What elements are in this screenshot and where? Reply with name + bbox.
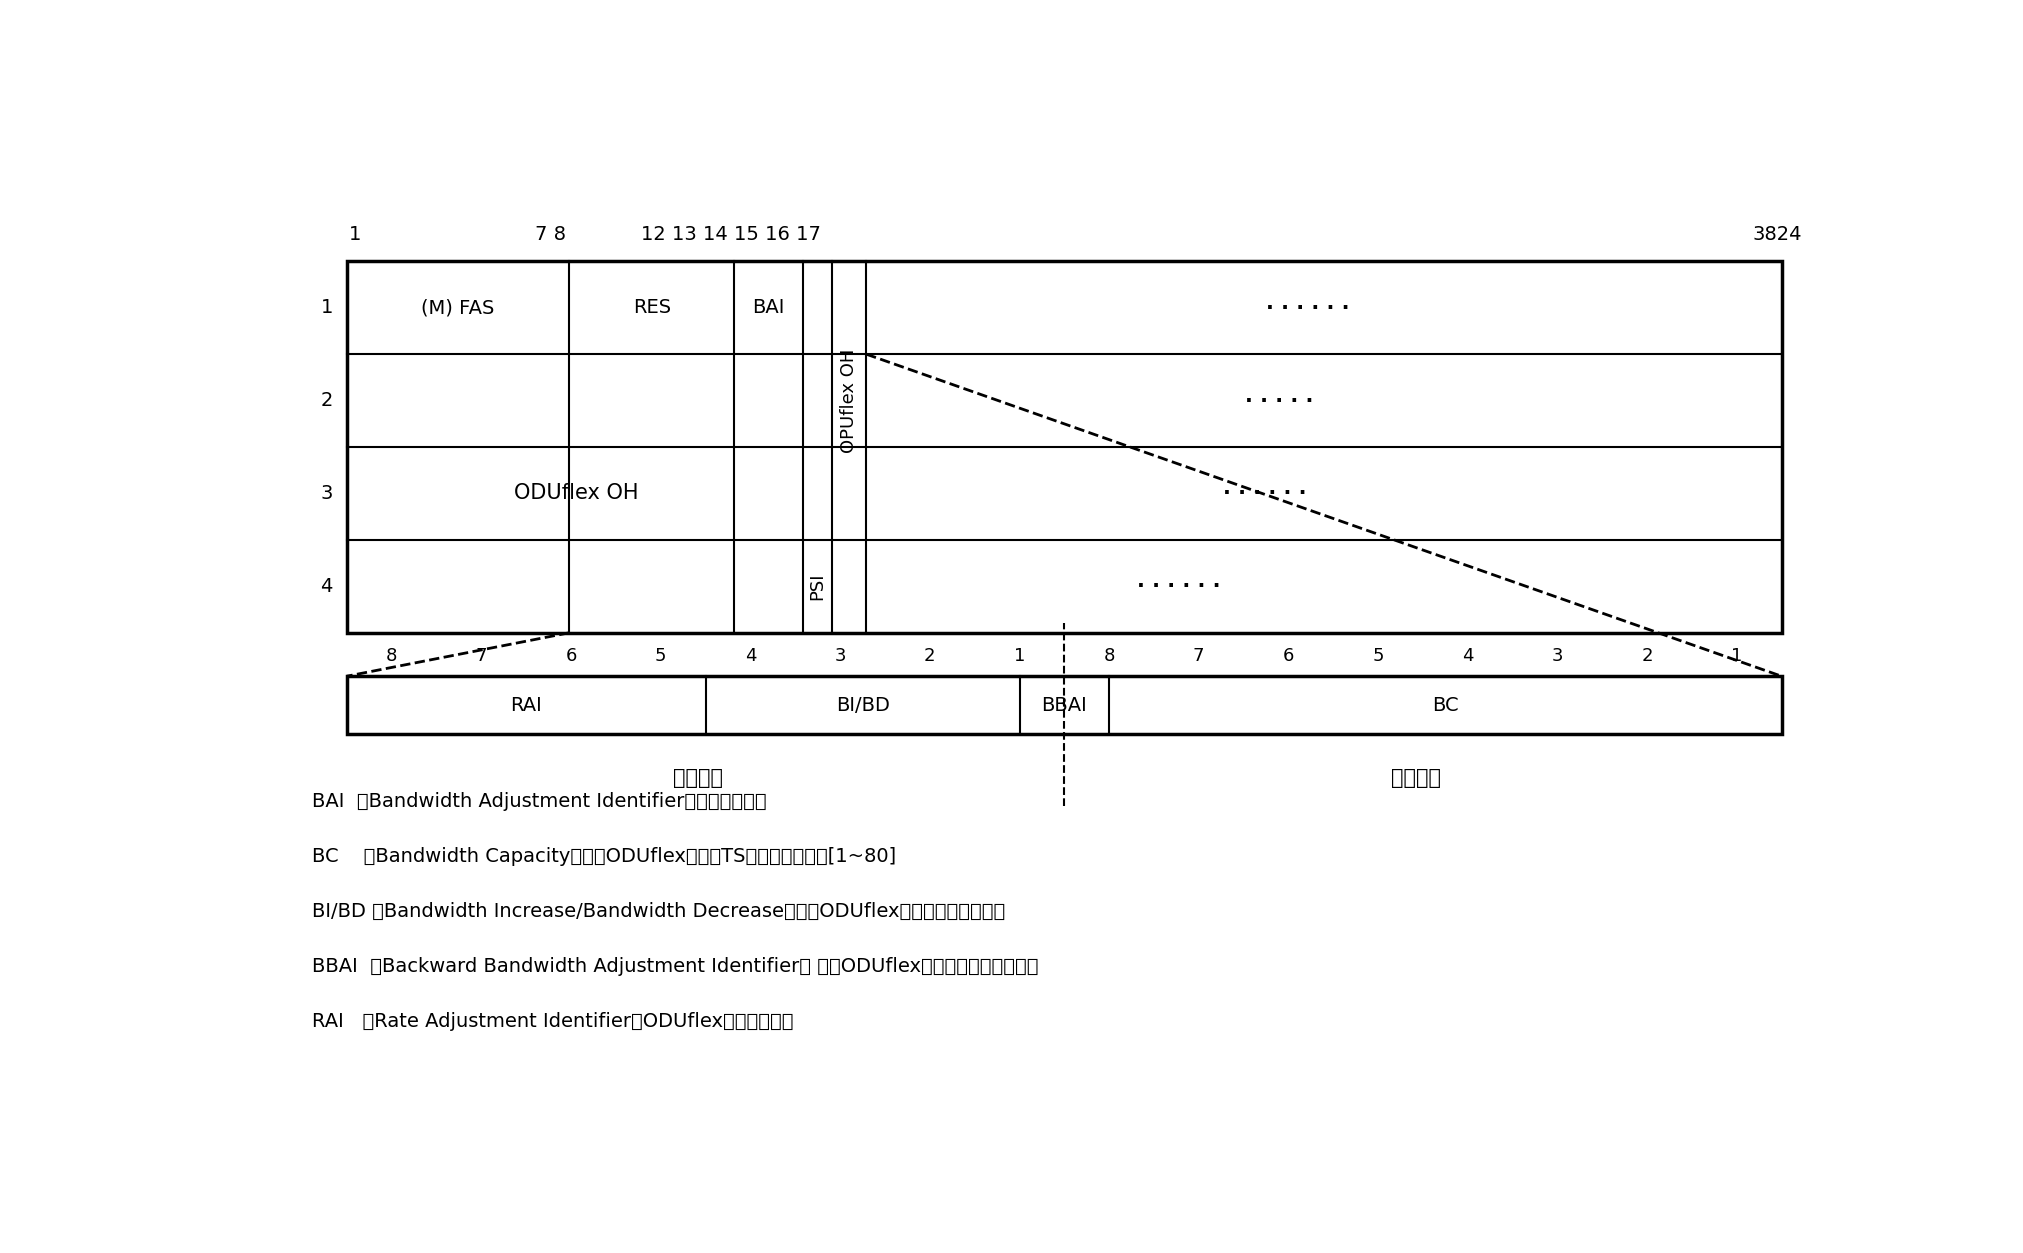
Text: RAI   ：Rate Adjustment Identifier，ODUflex速率调整指示: RAI ：Rate Adjustment Identifier，ODUflex速… [312, 1012, 793, 1031]
Text: 4: 4 [1463, 647, 1473, 664]
Text: · · · · · ·: · · · · · · [1266, 298, 1349, 318]
Text: 4: 4 [320, 576, 332, 596]
Text: 3824: 3824 [1752, 226, 1802, 244]
Text: 7: 7 [1194, 647, 1204, 664]
Text: ODUflex OH: ODUflex OH [514, 484, 639, 504]
Text: 1: 1 [1014, 647, 1026, 664]
Text: 2: 2 [320, 391, 332, 410]
Text: 8: 8 [386, 647, 397, 664]
Text: BBAI  ：Backward Bandwidth Adjustment Identifier， 回传ODUflex通道带宽调整完成指示: BBAI ：Backward Bandwidth Adjustment Iden… [312, 957, 1040, 976]
Text: BC: BC [1432, 695, 1459, 714]
Text: BBAI: BBAI [1042, 695, 1086, 714]
Text: 3: 3 [320, 484, 332, 502]
Text: 7: 7 [475, 647, 488, 664]
Bar [348, 677, 1782, 734]
Text: BI/BD ：Bandwidth Increase/Bandwidth Decrease，指示ODUflex通道带宽增加或减少: BI/BD ：Bandwidth Increase/Bandwidth Decr… [312, 902, 1005, 921]
Text: 3: 3 [833, 647, 846, 664]
Bar [348, 262, 1782, 633]
Text: 2: 2 [1641, 647, 1653, 664]
Text: 7 8: 7 8 [536, 226, 566, 244]
Text: · · · · · ·: · · · · · · [1224, 484, 1307, 504]
Text: BAI: BAI [753, 298, 785, 317]
Text: 2: 2 [925, 647, 935, 664]
Text: OPUflex OH: OPUflex OH [840, 348, 858, 452]
Text: 6: 6 [1283, 647, 1295, 664]
Text: 第一字节: 第一字节 [674, 768, 724, 788]
Text: PSI: PSI [809, 573, 827, 600]
Text: 12 13 14 15 16 17: 12 13 14 15 16 17 [641, 226, 821, 244]
Text: 6: 6 [564, 647, 577, 664]
Text: BI/BD: BI/BD [835, 695, 890, 714]
Text: 8: 8 [1103, 647, 1115, 664]
Text: 第二字节: 第二字节 [1390, 768, 1440, 788]
Text: 5: 5 [1372, 647, 1384, 664]
Text: · · · · ·: · · · · · [1246, 391, 1313, 411]
Text: 1: 1 [1732, 647, 1742, 664]
Text: 5: 5 [655, 647, 666, 664]
Text: 4: 4 [744, 647, 757, 664]
Text: 1: 1 [320, 298, 332, 317]
Text: RAI: RAI [510, 695, 542, 714]
Text: 3: 3 [1552, 647, 1564, 664]
Text: RES: RES [633, 298, 672, 317]
Text: BC    ：Bandwidth Capacity，指示ODUflex占用的TS数量，取值范围[1~80]: BC ：Bandwidth Capacity，指示ODUflex占用的TS数量，… [312, 847, 896, 866]
Text: BAI  ：Bandwidth Adjustment Identifier，带宽调整指示: BAI ：Bandwidth Adjustment Identifier，带宽调… [312, 792, 767, 811]
Text: 1: 1 [348, 226, 360, 244]
Text: · · · · · ·: · · · · · · [1137, 576, 1220, 596]
Text: (M) FAS: (M) FAS [421, 298, 496, 317]
